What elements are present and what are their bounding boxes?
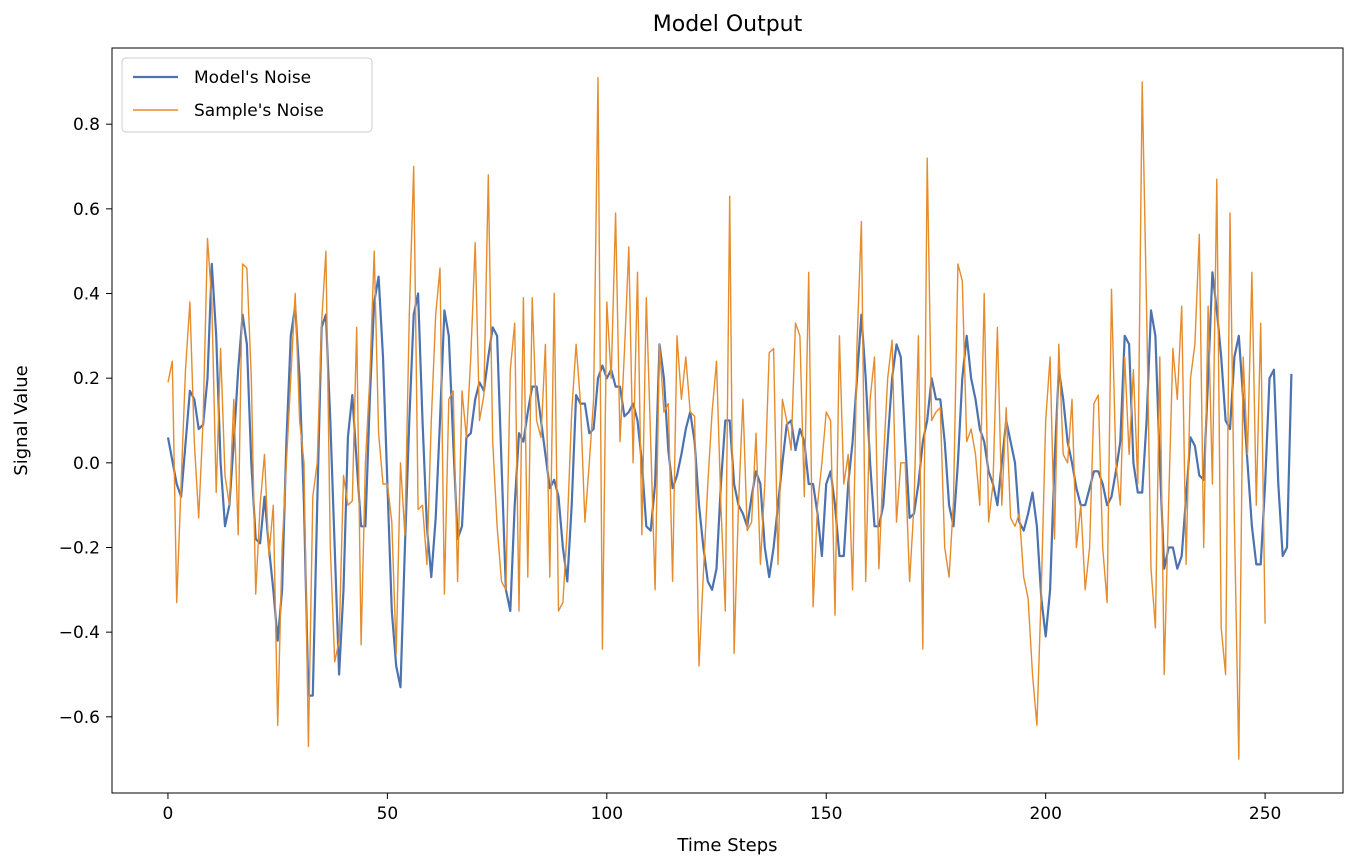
series-line-models-noise [166,262,1293,697]
y-tick-label: 0.2 [73,369,100,389]
legend-label-models-noise: Model's Noise [194,68,311,88]
x-tick-label: 250 [1249,804,1281,824]
y-tick-label: 0.4 [73,285,100,305]
x-axis: 0 50 100 150 200 250 [163,793,1281,824]
y-tick-label: −0.6 [59,708,100,728]
chart-title: Model Output [653,12,803,37]
y-tick-label: 0.8 [73,115,100,135]
x-tick-label: 100 [591,804,623,824]
x-tick-label: 0 [163,804,174,824]
x-tick-label: 50 [377,804,399,824]
plot-lines [166,76,1293,760]
legend: Model's Noise Sample's Noise [121,57,373,133]
x-axis-title: Time Steps [676,835,777,856]
y-tick-label: −0.2 [59,538,100,558]
y-axis: −0.6 −0.4 −0.2 0.0 0.2 0.4 0.6 0.8 [59,115,112,728]
y-tick-label: 0.6 [73,200,100,220]
series-line-samples-noise [167,76,1266,760]
y-axis-title: Signal Value [11,365,32,475]
y-tick-label: 0.0 [73,454,100,474]
x-tick-label: 150 [810,804,842,824]
y-tick-label: −0.4 [59,623,100,643]
x-tick-label: 200 [1029,804,1061,824]
plot-frame [111,47,1344,794]
legend-box [121,57,373,133]
legend-label-samples-noise: Sample's Noise [194,101,324,121]
